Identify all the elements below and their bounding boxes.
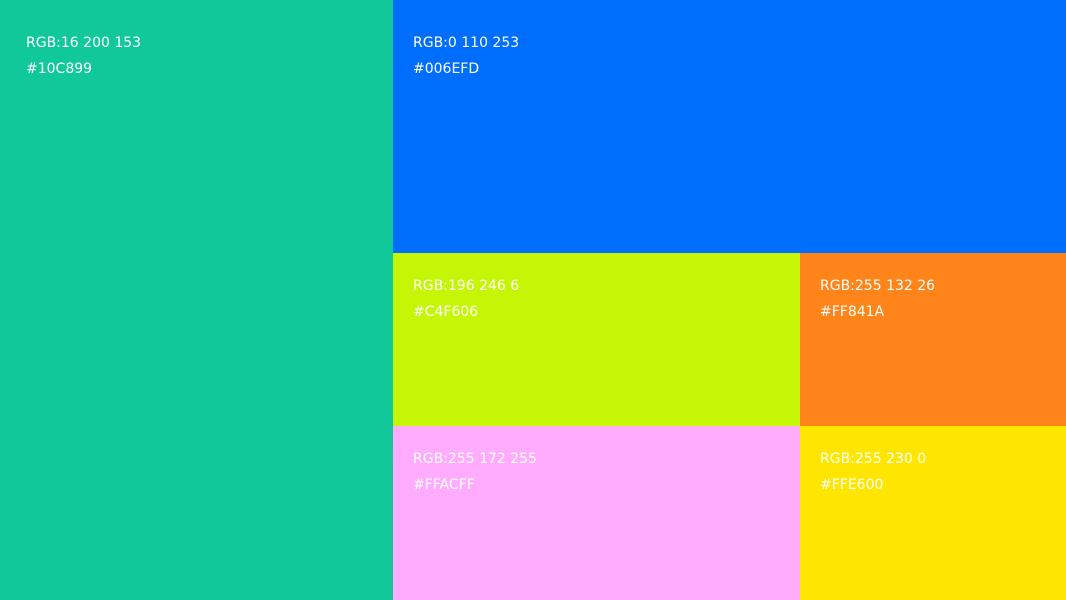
hex-label: #C4F606 — [413, 304, 479, 320]
hex-label: #FF841A — [820, 304, 885, 320]
hex-label: #FFE600 — [820, 477, 884, 493]
swatch-yellow: RGB:255 230 0 #FFE600 — [800, 426, 1066, 600]
swatch-green: RGB:16 200 153 #10C899 — [0, 0, 393, 600]
rgb-label: RGB:0 110 253 — [413, 35, 520, 51]
hex-label: #10C899 — [26, 61, 93, 77]
swatch-pink: RGB:255 172 255 #FFACFF — [393, 426, 800, 600]
hex-label: #FFACFF — [413, 477, 475, 493]
rgb-label: RGB:255 172 255 — [413, 451, 537, 467]
rgb-label: RGB:255 132 26 — [820, 278, 936, 294]
swatch-blue: RGB:0 110 253 #006EFD — [393, 0, 1066, 253]
swatch-orange: RGB:255 132 26 #FF841A — [800, 253, 1066, 426]
swatch-lime: RGB:196 246 6 #C4F606 — [393, 253, 800, 426]
rgb-label: RGB:196 246 6 — [413, 278, 520, 294]
rgb-label: RGB:255 230 0 — [820, 451, 927, 467]
hex-label: #006EFD — [413, 61, 480, 77]
rgb-label: RGB:16 200 153 — [26, 35, 142, 51]
